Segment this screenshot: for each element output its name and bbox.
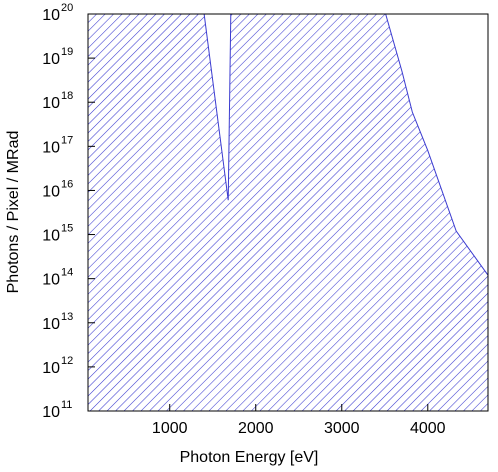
y-tick-label: 10 [42,272,60,289]
y-tick-label: 10 [42,228,60,245]
y-tick-base: 10 [42,404,60,421]
y-tick-exponent: 20 [61,2,73,14]
y-tick-exponent: 19 [61,46,73,58]
y-tick-base: 10 [42,139,60,156]
y-tick-exponent: 18 [61,90,73,102]
y-tick-label: 10 [42,139,60,156]
y-tick-label: 10 [42,51,60,68]
x-axis-label: Photon Energy [eV] [180,449,319,466]
plot-frame [87,13,489,412]
y-tick-exponent: 12 [61,355,73,367]
y-tick-exponent: 17 [61,134,73,146]
y-tick-exponent: 13 [61,311,73,323]
y-tick-base: 10 [42,316,60,333]
y-tick-label: 10 [42,7,60,24]
y-tick-exponent: 16 [61,178,73,190]
y-tick-base: 10 [42,183,60,200]
y-tick-base: 10 [42,95,60,112]
y-tick-label: 10 [42,404,60,421]
area [87,13,489,412]
y-tick-base: 10 [42,51,60,68]
y-tick-base: 10 [42,272,60,289]
x-tick-label: 2000 [238,420,274,437]
y-tick-base: 10 [42,228,60,245]
y-tick-label: 10 [42,95,60,112]
x-tick-label: 4000 [410,420,446,437]
y-tick-label: 10 [42,183,60,200]
y-tick-base: 10 [42,360,60,377]
y-tick-label: 10 [42,316,60,333]
y-tick-exponent: 15 [61,223,73,235]
y-tick-exponent: 14 [61,267,73,279]
x-tick-label: 3000 [324,420,360,437]
y-axis-label: Photons / Pixel / MRad [5,131,22,294]
y-tick-label: 10 [42,360,60,377]
x-tick-label: 1000 [152,420,188,437]
y-tick-exponent: 11 [61,399,72,411]
y-tick-base: 10 [42,7,60,24]
